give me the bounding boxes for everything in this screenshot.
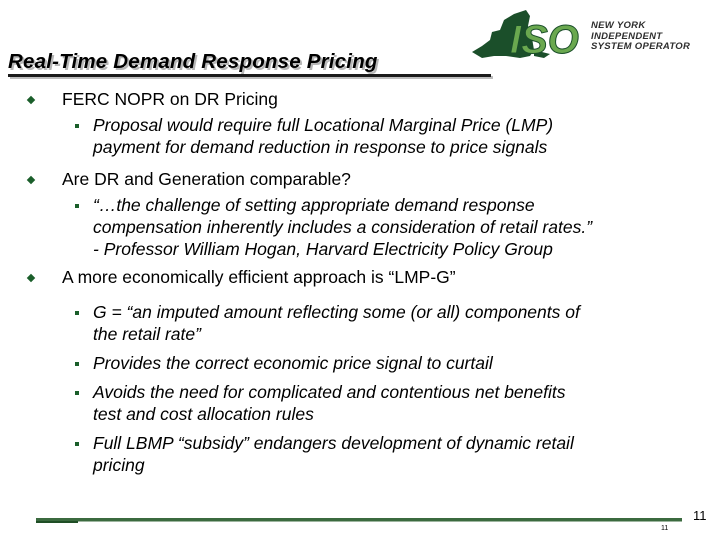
footer-rule: [36, 518, 682, 521]
sub-bullet-item: “…the challenge of setting appropriate d…: [93, 195, 593, 259]
sub-bullet-item: G = “an imputed amount reflecting some (…: [93, 302, 580, 344]
bullet-item: Are DR and Generation comparable?: [62, 169, 351, 189]
footer-accent: [36, 521, 78, 523]
bullet-item: A more economically efficient approach i…: [62, 267, 456, 287]
nyiso-logo: ISO NEW YORK INDEPENDENT SYSTEM OPERATOR: [470, 6, 718, 70]
title-underline: [8, 74, 491, 77]
sub-bullet-item: Provides the correct economic price sign…: [93, 353, 493, 373]
logo-wordmark: NEW YORK INDEPENDENT SYSTEM OPERATOR: [591, 20, 716, 53]
diamond-bullet-icon: [26, 273, 36, 283]
page-number-small: 11: [661, 525, 669, 532]
sub-bullet-item: Full LBMP “subsidy” endangers developmen…: [93, 433, 574, 475]
slide-title: Real-Time Demand Response Pricing: [8, 50, 378, 73]
logo-line-3: SYSTEM OPERATOR: [591, 41, 691, 52]
diamond-bullet-icon: [26, 175, 36, 185]
square-bullet-icon: [75, 442, 79, 446]
iso-mark: ISO: [510, 18, 579, 62]
square-bullet-icon: [75, 391, 79, 395]
page-number: 11: [693, 508, 707, 523]
square-bullet-icon: [75, 204, 79, 208]
sub-bullet-item: Proposal would require full Locational M…: [93, 115, 554, 157]
sub-bullet-item: Avoids the need for complicated and cont…: [93, 382, 566, 424]
square-bullet-icon: [75, 124, 79, 128]
bullet-item: FERC NOPR on DR Pricing: [62, 89, 278, 109]
diamond-bullet-icon: [26, 95, 36, 105]
square-bullet-icon: [75, 362, 79, 366]
logo-line-1: NEW YORK: [591, 20, 646, 31]
square-bullet-icon: [75, 311, 79, 315]
logo-line-2: INDEPENDENT: [591, 30, 663, 42]
new-york-state-icon: ISO: [472, 10, 579, 63]
